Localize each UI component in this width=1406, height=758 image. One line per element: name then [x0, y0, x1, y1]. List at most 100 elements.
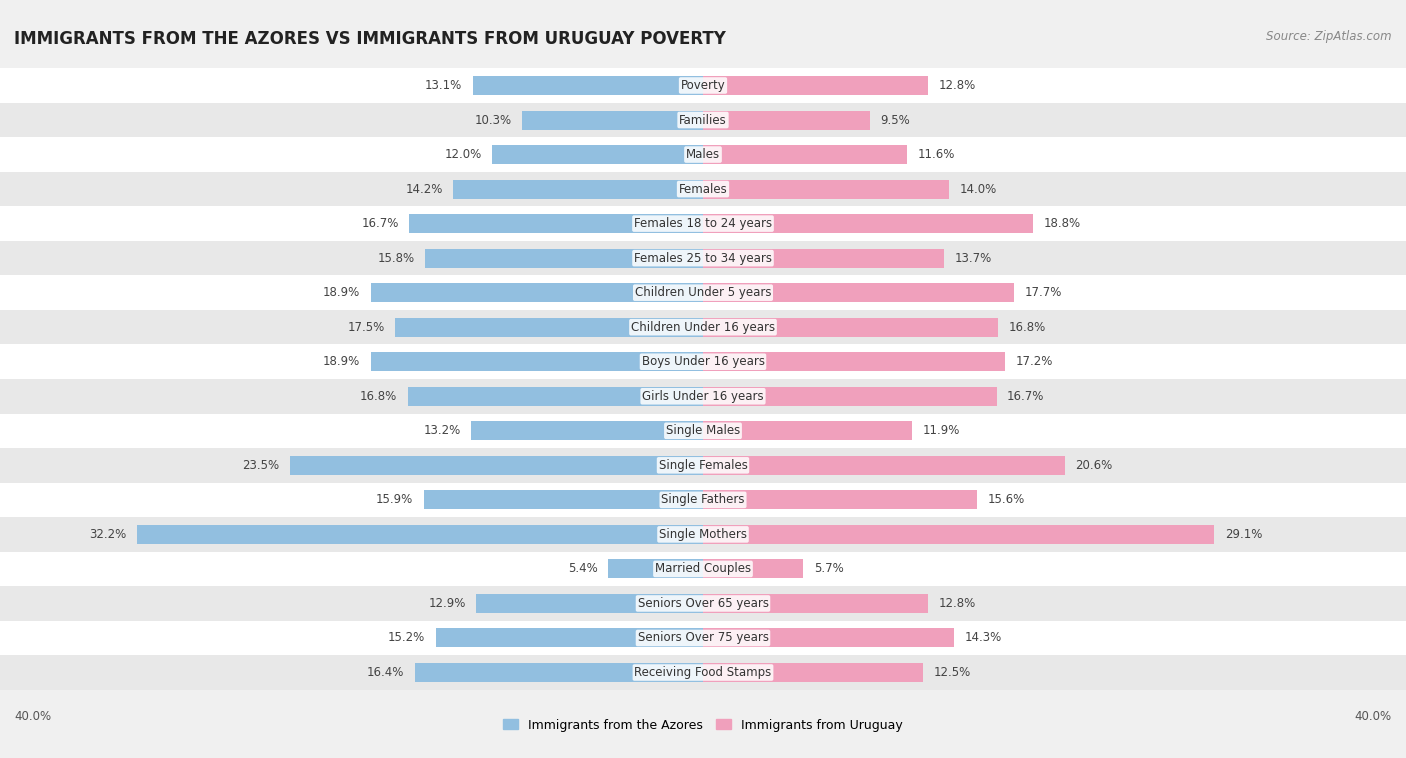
Bar [522, 111, 703, 130]
Text: 11.9%: 11.9% [922, 424, 960, 437]
Text: 17.5%: 17.5% [347, 321, 385, 334]
Bar [703, 283, 1014, 302]
Bar [703, 559, 803, 578]
Bar [703, 249, 943, 268]
Bar [477, 594, 703, 613]
Text: 18.9%: 18.9% [323, 287, 360, 299]
Text: Females: Females [679, 183, 727, 196]
Bar [471, 421, 703, 440]
Text: Females 18 to 24 years: Females 18 to 24 years [634, 217, 772, 230]
Text: 14.0%: 14.0% [960, 183, 997, 196]
Text: 9.5%: 9.5% [880, 114, 910, 127]
Bar [703, 663, 922, 682]
Text: Families: Families [679, 114, 727, 127]
Text: IMMIGRANTS FROM THE AZORES VS IMMIGRANTS FROM URUGUAY POVERTY: IMMIGRANTS FROM THE AZORES VS IMMIGRANTS… [14, 30, 725, 49]
Bar [703, 456, 1066, 475]
Bar [0, 379, 1406, 414]
Text: Source: ZipAtlas.com: Source: ZipAtlas.com [1267, 30, 1392, 43]
Bar [703, 318, 998, 337]
Bar [0, 586, 1406, 621]
Bar [409, 214, 703, 233]
Text: 16.7%: 16.7% [1007, 390, 1045, 402]
Text: 40.0%: 40.0% [1355, 709, 1392, 723]
Bar [0, 310, 1406, 344]
Bar [609, 559, 703, 578]
Bar [0, 344, 1406, 379]
Text: Single Females: Single Females [658, 459, 748, 471]
Bar [703, 490, 977, 509]
Text: Single Mothers: Single Mothers [659, 528, 747, 541]
Text: 5.7%: 5.7% [814, 562, 844, 575]
Bar [0, 275, 1406, 310]
Text: 16.4%: 16.4% [367, 666, 405, 679]
Bar [703, 76, 928, 95]
Bar [703, 525, 1215, 544]
Bar [703, 352, 1005, 371]
Bar [492, 145, 703, 164]
Bar [290, 456, 703, 475]
Text: 18.8%: 18.8% [1043, 217, 1081, 230]
Text: 17.2%: 17.2% [1015, 356, 1053, 368]
Bar [0, 68, 1406, 103]
Bar [0, 517, 1406, 552]
Text: Children Under 16 years: Children Under 16 years [631, 321, 775, 334]
Bar [703, 421, 912, 440]
Text: Males: Males [686, 148, 720, 161]
Text: 12.9%: 12.9% [429, 597, 465, 610]
Bar [395, 318, 703, 337]
Bar [703, 628, 955, 647]
Bar [436, 628, 703, 647]
Text: 16.7%: 16.7% [361, 217, 399, 230]
Text: 29.1%: 29.1% [1225, 528, 1263, 541]
Text: 23.5%: 23.5% [242, 459, 280, 471]
Bar [0, 103, 1406, 137]
Bar [371, 352, 703, 371]
Bar [703, 180, 949, 199]
Text: 14.2%: 14.2% [405, 183, 443, 196]
Text: 20.6%: 20.6% [1076, 459, 1112, 471]
Text: Single Fathers: Single Fathers [661, 493, 745, 506]
Text: 13.1%: 13.1% [425, 79, 463, 92]
Text: 5.4%: 5.4% [568, 562, 598, 575]
Bar [0, 137, 1406, 172]
Text: 15.9%: 15.9% [375, 493, 413, 506]
Legend: Immigrants from the Azores, Immigrants from Uruguay: Immigrants from the Azores, Immigrants f… [499, 713, 907, 737]
Text: Children Under 5 years: Children Under 5 years [634, 287, 772, 299]
Bar [0, 241, 1406, 275]
Bar [703, 145, 907, 164]
Bar [425, 249, 703, 268]
Text: Seniors Over 75 years: Seniors Over 75 years [637, 631, 769, 644]
Bar [415, 663, 703, 682]
Text: Boys Under 16 years: Boys Under 16 years [641, 356, 765, 368]
Text: 11.6%: 11.6% [917, 148, 955, 161]
Text: 15.8%: 15.8% [378, 252, 415, 265]
Text: 12.0%: 12.0% [444, 148, 481, 161]
Text: Receiving Food Stamps: Receiving Food Stamps [634, 666, 772, 679]
Text: 13.2%: 13.2% [423, 424, 461, 437]
Bar [408, 387, 703, 406]
Text: 32.2%: 32.2% [90, 528, 127, 541]
Bar [0, 552, 1406, 586]
Text: 16.8%: 16.8% [1010, 321, 1046, 334]
Text: 12.8%: 12.8% [939, 597, 976, 610]
Text: 16.8%: 16.8% [360, 390, 398, 402]
Text: 14.3%: 14.3% [965, 631, 1002, 644]
Text: 12.5%: 12.5% [934, 666, 970, 679]
Bar [0, 448, 1406, 483]
Bar [472, 76, 703, 95]
Bar [0, 414, 1406, 448]
Text: 40.0%: 40.0% [14, 709, 51, 723]
Bar [703, 594, 928, 613]
Bar [454, 180, 703, 199]
Bar [0, 655, 1406, 690]
Text: Seniors Over 65 years: Seniors Over 65 years [637, 597, 769, 610]
Bar [371, 283, 703, 302]
Bar [703, 111, 870, 130]
Text: 17.7%: 17.7% [1025, 287, 1062, 299]
Text: Married Couples: Married Couples [655, 562, 751, 575]
Bar [703, 387, 997, 406]
Text: Females 25 to 34 years: Females 25 to 34 years [634, 252, 772, 265]
Text: Single Males: Single Males [666, 424, 740, 437]
Bar [0, 206, 1406, 241]
Text: 18.9%: 18.9% [323, 356, 360, 368]
